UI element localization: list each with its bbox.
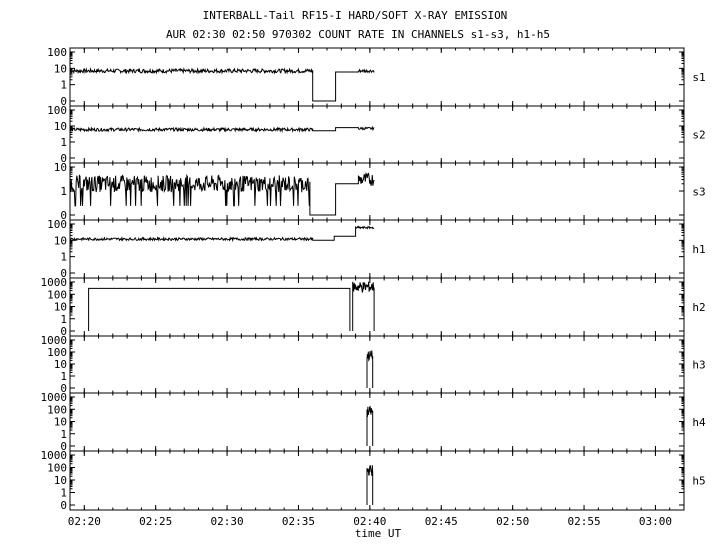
panel-frame-h2 bbox=[69, 277, 685, 337]
y-tick-label: 0 bbox=[60, 95, 67, 108]
y-tick-label: 10 bbox=[54, 234, 67, 247]
y-tick-label: 1000 bbox=[41, 276, 68, 289]
data-trace-s3 bbox=[69, 172, 375, 216]
channel-label-s2: s2 bbox=[692, 129, 705, 142]
panel-frame-s3 bbox=[69, 162, 685, 221]
y-tick-label: 10 bbox=[54, 358, 67, 371]
data-trace-h3 bbox=[366, 350, 374, 388]
y-tick-label: 0 bbox=[60, 382, 67, 395]
y-tick-label: 10 bbox=[54, 474, 67, 487]
panel-frame-h3 bbox=[69, 335, 685, 394]
panel-frame-s2 bbox=[69, 105, 685, 164]
data-trace-h5 bbox=[366, 465, 374, 505]
y-tick-label: 0 bbox=[60, 209, 67, 222]
y-tick-label: 1000 bbox=[41, 391, 68, 404]
y-tick-label: 0 bbox=[60, 325, 67, 338]
y-tick-label: 1 bbox=[60, 185, 67, 198]
x-tick-label: 02:25 bbox=[139, 515, 172, 528]
y-tick-label: 1 bbox=[60, 428, 67, 441]
y-tick-label: 0 bbox=[60, 440, 67, 453]
channel-label-s3: s3 bbox=[692, 186, 705, 199]
y-tick-label: 0 bbox=[60, 499, 67, 512]
panel-frame-h5 bbox=[69, 450, 685, 511]
y-tick-label: 100 bbox=[47, 403, 67, 416]
data-trace-h2 bbox=[88, 281, 375, 331]
y-tick-label: 10 bbox=[54, 62, 67, 75]
y-tick-label: 10 bbox=[54, 301, 67, 314]
data-trace-s1 bbox=[69, 67, 375, 102]
y-tick-label: 1 bbox=[60, 370, 67, 383]
x-tick-label: 03:00 bbox=[639, 515, 672, 528]
x-tick-label: 02:45 bbox=[425, 515, 458, 528]
data-trace-h1 bbox=[69, 225, 375, 243]
y-tick-label: 1 bbox=[60, 251, 67, 264]
y-tick-label: 1 bbox=[60, 136, 67, 149]
y-tick-label: 0 bbox=[60, 152, 67, 165]
y-tick-label: 1000 bbox=[41, 449, 68, 462]
y-tick-label: 0 bbox=[60, 267, 67, 280]
data-trace-h4 bbox=[366, 405, 374, 446]
panel-frame-h1 bbox=[69, 219, 685, 279]
channel-label-h1: h1 bbox=[692, 243, 705, 256]
channel-label-s1: s1 bbox=[692, 71, 705, 84]
y-tick-label: 1 bbox=[60, 79, 67, 92]
x-tick-label: 02:20 bbox=[68, 515, 101, 528]
y-tick-label: 1 bbox=[60, 487, 67, 500]
y-tick-label: 100 bbox=[47, 462, 67, 475]
chart-title: INTERBALL-Tail RF15-I HARD/SOFT X-RAY EM… bbox=[203, 9, 508, 22]
y-tick-label: 1 bbox=[60, 313, 67, 326]
y-tick-label: 1000 bbox=[41, 334, 68, 347]
y-tick-label: 10 bbox=[54, 161, 67, 174]
channel-label-h2: h2 bbox=[692, 301, 705, 314]
chart-subtitle: AUR 02:30 02:50 970302 COUNT RATE IN CHA… bbox=[166, 28, 550, 41]
x-tick-label: 02:40 bbox=[353, 515, 386, 528]
y-tick-label: 100 bbox=[47, 104, 67, 117]
data-trace-s2 bbox=[69, 125, 375, 133]
channel-label-h5: h5 bbox=[692, 475, 705, 488]
y-tick-label: 10 bbox=[54, 416, 67, 429]
y-tick-label: 100 bbox=[47, 218, 67, 231]
x-axis: 02:20 02:25 02:30 02:35 02:40 02:45 02:50 02:55… bbox=[68, 515, 672, 528]
x-tick-label: 02:50 bbox=[496, 515, 529, 528]
x-tick-label: 02:30 bbox=[211, 515, 244, 528]
y-tick-label: 100 bbox=[47, 288, 67, 301]
channel-label-h3: h3 bbox=[692, 359, 705, 372]
panels-group: 1001010s11001010s21010s31001010h11000100… bbox=[41, 46, 706, 512]
panel-frame-s1 bbox=[69, 47, 685, 107]
x-tick-label: 02:55 bbox=[567, 515, 600, 528]
y-tick-label: 10 bbox=[54, 120, 67, 133]
y-tick-label: 100 bbox=[47, 346, 67, 359]
y-tick-label: 100 bbox=[47, 46, 67, 59]
x-axis-label: time UT bbox=[355, 527, 402, 540]
panel-frame-h4 bbox=[69, 392, 685, 452]
channel-label-h4: h4 bbox=[692, 416, 706, 429]
x-tick-label: 02:35 bbox=[282, 515, 315, 528]
